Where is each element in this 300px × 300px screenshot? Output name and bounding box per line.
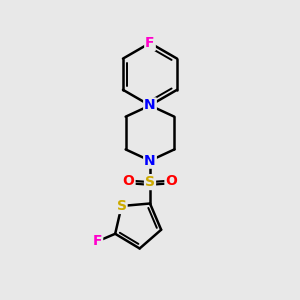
Text: S: S [145, 175, 155, 189]
Text: F: F [145, 36, 155, 50]
Text: O: O [123, 174, 134, 188]
Text: S: S [117, 199, 127, 213]
Text: N: N [144, 98, 156, 112]
Text: F: F [93, 234, 102, 248]
Text: N: N [144, 154, 156, 168]
Text: O: O [166, 174, 177, 188]
